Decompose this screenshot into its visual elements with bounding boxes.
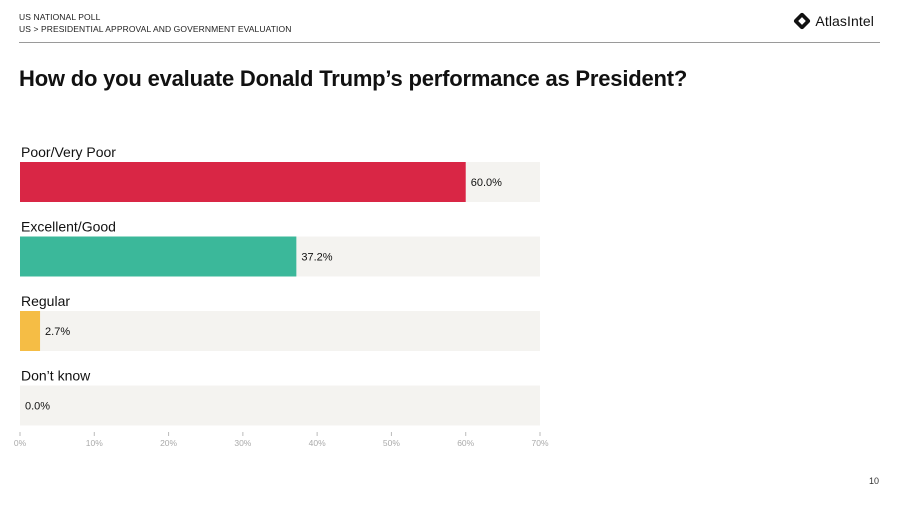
- brand-name: AtlasIntel: [815, 13, 874, 29]
- brand-logo: AtlasIntel: [793, 12, 874, 30]
- x-tick-label: 10%: [86, 438, 103, 448]
- breadcrumb: US > PRESIDENTIAL APPROVAL AND GOVERNMEN…: [19, 24, 292, 34]
- chart-title: How do you evaluate Donald Trump’s perfo…: [19, 66, 688, 91]
- bar: [20, 162, 466, 202]
- category-label: Don’t know: [21, 368, 91, 384]
- data-label: 2.7%: [45, 326, 70, 338]
- data-label: 37.2%: [301, 252, 332, 264]
- poll-name: US NATIONAL POLL: [19, 12, 101, 22]
- page-number: 10: [868, 476, 879, 486]
- category-label: Excellent/Good: [21, 219, 116, 235]
- x-tick-label: 70%: [531, 438, 548, 448]
- bar-track: [20, 311, 540, 351]
- x-tick-label: 0%: [14, 438, 27, 448]
- data-label: 0.0%: [25, 401, 50, 413]
- atlasintel-logo-icon: [794, 12, 811, 30]
- header-divider: [19, 42, 880, 43]
- x-tick-label: 20%: [160, 438, 177, 448]
- category-label: Regular: [21, 293, 70, 309]
- report-header: US NATIONAL POLL US > PRESIDENTIAL APPRO…: [19, 11, 291, 35]
- bar: [20, 236, 297, 277]
- x-tick-label: 60%: [457, 438, 474, 448]
- data-label: 60.0%: [471, 177, 502, 189]
- bar: [20, 311, 41, 351]
- x-tick-label: 50%: [383, 438, 400, 448]
- x-tick-label: 40%: [309, 438, 326, 448]
- category-label: Poor/Very Poor: [21, 144, 116, 160]
- x-tick-label: 30%: [234, 438, 251, 448]
- bar-track: [20, 385, 540, 426]
